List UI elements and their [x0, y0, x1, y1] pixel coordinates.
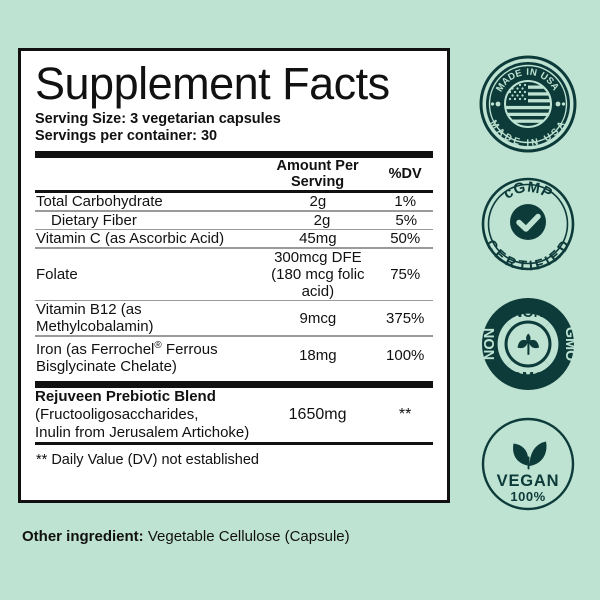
table-row: Vitamin B12 (as Methylcobalamin) 9mcg 37…	[35, 301, 433, 335]
page-title: Supplement Facts	[35, 58, 390, 109]
row-divider	[35, 228, 433, 230]
divider-above-footnote	[35, 441, 433, 445]
nutrient-name-line1: Iron (as Ferrochel	[36, 340, 155, 358]
servings-per-container-text: Servings per container: 30	[35, 128, 218, 144]
other-ingredient-value: Vegetable Cellulose (Capsule)	[143, 528, 350, 545]
registered-trademark-icon: ®	[154, 339, 162, 351]
table-row: Total Carbohydrate 2g 1%	[35, 193, 433, 210]
svg-text:100%: 100%	[510, 489, 545, 504]
nutrient-dv: 75%	[390, 265, 421, 283]
table-header-dv: %DV	[388, 166, 422, 182]
blend-table: Rejuveen Prebiotic Blend (Fructooligosac…	[35, 388, 433, 442]
nutrient-name-line1b: Ferrous	[161, 340, 218, 358]
nutrient-name: Dietary Fiber	[51, 211, 137, 229]
footnote-text: ** Daily Value (DV) not established	[36, 451, 259, 468]
nutrient-dv: 375%	[386, 309, 425, 327]
nutrient-amount: 18mg	[299, 347, 337, 364]
table-row: Vitamin C (as Ascorbic Acid) 45mg 50%	[35, 230, 433, 247]
other-ingredient-line: Other ingredient: Vegetable Cellulose (C…	[22, 528, 350, 545]
nutrient-amount: 9mcg	[299, 309, 337, 327]
table-row: Dietary Fiber 2g 5%	[35, 212, 433, 229]
nutrients-table: Vitamin C (as Ascorbic Acid) 45mg 50%	[35, 230, 433, 247]
nutrient-name: Total Carbohydrate	[36, 193, 163, 210]
table-row: Rejuveen Prebiotic Blend (Fructooligosac…	[35, 388, 433, 442]
nutrients-table: Vitamin B12 (as Methylcobalamin) 9mcg 37…	[35, 301, 433, 335]
blend-name-cell: Rejuveen Prebiotic Blend (Fructooligosac…	[35, 388, 258, 442]
row-divider	[35, 335, 433, 337]
other-ingredient-label: Other ingredient:	[22, 528, 144, 545]
supplement-facts-panel: Supplement Facts Serving Size: 3 vegetar…	[18, 48, 450, 503]
nutrient-amount-secondary: (180 mcg folic acid)	[271, 265, 365, 300]
table-header-amount: Amount Per Serving	[276, 158, 359, 190]
svg-text:NON: NON	[482, 328, 498, 360]
svg-text:GMO: GMO	[562, 327, 578, 362]
nutrient-dv: 1%	[394, 193, 417, 210]
cgmp-certified-badge-icon: cGMP CERTIFIED	[481, 177, 575, 274]
svg-text:GMO: GMO	[511, 370, 546, 386]
table-row: Folate 300mcg DFE (180 mcg folic acid) 7…	[35, 249, 433, 300]
divider-thick-top	[35, 151, 433, 158]
svg-text:NON: NON	[512, 305, 544, 321]
nutrient-name-line2: Bisglycinate Chelate)	[36, 357, 177, 375]
row-divider	[35, 247, 433, 249]
nutrient-name: Vitamin B12 (as Methylcobalamin)	[36, 301, 154, 335]
blend-sub-line1: (Fructooligosaccharides,	[35, 405, 199, 423]
nutrient-amount: 2g	[313, 211, 331, 229]
nutrient-dv: 50%	[390, 230, 421, 247]
nutrient-name: Folate	[36, 265, 78, 283]
nutrient-amount: 45mg	[299, 230, 337, 247]
blend-amount: 1650mg	[288, 405, 347, 423]
nutrient-amount: 2g	[309, 193, 327, 210]
blend-sub-line2: Inulin from Jerusalem Artichoke)	[35, 423, 250, 441]
made-in-usa-badge-icon: MADE IN USA MADE IN USA	[479, 55, 577, 153]
divider-below-header	[35, 190, 433, 193]
blend-name: Rejuveen Prebiotic Blend	[35, 387, 216, 405]
nutrient-dv: 5%	[395, 211, 418, 229]
non-gmo-badge-icon: NON GMO NON GMO	[482, 298, 578, 390]
nutrient-name: Vitamin C (as Ascorbic Acid)	[36, 230, 225, 247]
nutrient-name: Iron (as Ferrochel® Ferrous Bisglycinate…	[35, 337, 258, 375]
nutrient-dv: 100%	[386, 347, 425, 364]
supplement-facts-table: Amount Per Serving %DV	[35, 158, 433, 190]
nutrients-table: Folate 300mcg DFE (180 mcg folic acid) 7…	[35, 249, 433, 300]
serving-size-text: Serving Size: 3 vegetarian capsules	[35, 111, 281, 127]
nutrient-amount-primary: 300mcg DFE	[274, 248, 362, 266]
svg-text:VEGAN: VEGAN	[497, 472, 560, 490]
row-divider	[35, 299, 433, 301]
blend-dv: **	[398, 405, 412, 423]
nutrients-table: Dietary Fiber 2g 5%	[35, 212, 433, 229]
certification-badges: MADE IN USA MADE IN USA	[476, 52, 584, 532]
nutrients-table: Iron (as Ferrochel® Ferrous Bisglycinate…	[35, 337, 433, 375]
divider-thick-blend	[35, 380, 433, 388]
nutrients-table: Total Carbohydrate 2g 1%	[35, 193, 433, 210]
table-header-name	[35, 158, 258, 190]
vegan-badge-icon: VEGAN 100%	[481, 417, 575, 511]
table-row: Iron (as Ferrochel® Ferrous Bisglycinate…	[35, 337, 433, 375]
row-divider	[35, 210, 433, 212]
nutrient-amount: 300mcg DFE (180 mcg folic acid)	[258, 249, 377, 300]
table-header-row: Amount Per Serving %DV	[35, 158, 433, 190]
